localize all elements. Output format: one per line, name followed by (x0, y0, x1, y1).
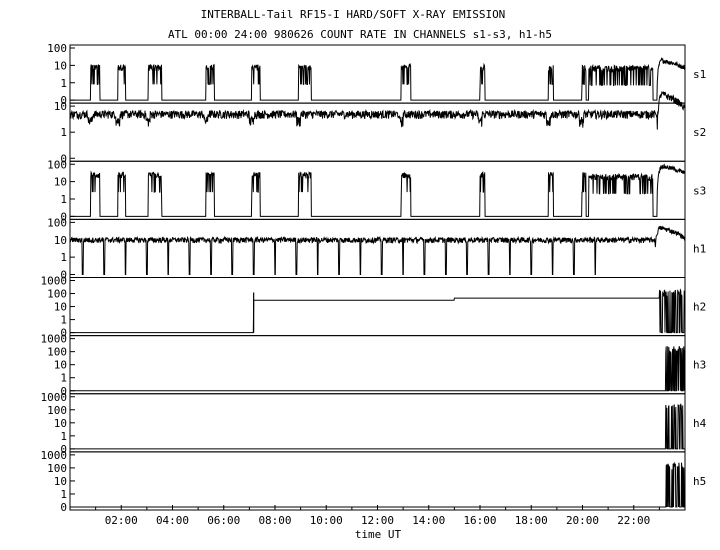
y-tick-label: 1 (60, 372, 67, 385)
series-h1 (69, 225, 686, 275)
y-tick-label: 0 (60, 501, 67, 514)
y-tick-label: 100 (47, 346, 67, 359)
y-tick-label: 10 (54, 59, 67, 72)
y-tick-label: 100 (47, 216, 67, 229)
x-tick-label: 18:00 (515, 514, 548, 527)
series-h4 (70, 403, 685, 450)
y-tick-label: 0 (60, 269, 67, 282)
y-tick-label: 10 (54, 176, 67, 189)
y-tick-label: 1 (60, 488, 67, 501)
series-h3 (70, 346, 686, 392)
panel-s1: 0 1 10 100 s1 (47, 42, 706, 107)
y-tick-label: 0 (60, 385, 67, 398)
x-axis-ticks: 02:00 04:00 06:00 08:00 10:00 12:00 14:00 16:00… (95, 505, 660, 527)
y-tick-label: 0 (60, 210, 67, 223)
y-tick-label: 1 (60, 193, 67, 206)
panel-frame (69, 451, 686, 511)
y-tick-label: 10 (54, 100, 67, 113)
series-h2 (70, 288, 686, 334)
x-tick-label: 06:00 (207, 514, 240, 527)
y-tick-label: 1000 (41, 333, 68, 346)
panel-s2: 0 1 10 s2 (54, 91, 706, 165)
y-tick-label: 1 (60, 314, 67, 327)
y-tick-label: 10 (54, 359, 67, 372)
y-tick-label: 1 (60, 77, 67, 90)
series-s1 (70, 56, 686, 101)
panel-stack: 0110100s10110s20110100s30110100h10110100… (41, 42, 707, 514)
channel-label-h5: h5 (693, 475, 706, 488)
y-tick-label: 100 (47, 288, 67, 301)
panel-frame (69, 218, 686, 278)
y-tick-label: 0 (60, 152, 67, 165)
x-tick-label: 12:00 (361, 514, 394, 527)
series-h5 (70, 461, 685, 508)
channel-label-h2: h2 (693, 301, 706, 314)
channel-label-s1: s1 (693, 68, 706, 81)
panel-frame (69, 277, 686, 337)
panel-h1: 0 1 10 100 h1 (47, 216, 706, 281)
y-tick-label: 10 (54, 234, 67, 247)
x-tick-label: 10:00 (310, 514, 343, 527)
x-axis-label: time UT (355, 528, 402, 541)
y-tick-label: 1 (60, 126, 67, 139)
x-tick-label: 14:00 (412, 514, 445, 527)
channel-label-s3: s3 (693, 184, 706, 197)
y-tick-label: 1000 (41, 449, 68, 462)
y-tick-label: 1 (60, 430, 67, 443)
y-tick-label: 10 (54, 301, 67, 314)
y-tick-label: 0 (60, 443, 67, 456)
x-tick-label: 22:00 (617, 514, 650, 527)
panel-s3: 0 1 10 100 s3 (47, 158, 706, 223)
series-s2 (69, 91, 686, 130)
y-tick-label: 100 (47, 158, 67, 171)
channel-label-s2: s2 (693, 126, 706, 139)
y-tick-label: 1000 (41, 391, 68, 404)
y-tick-label: 100 (47, 42, 67, 55)
chart-title: INTERBALL-Tail RF15-I HARD/SOFT X-RAY EM… (201, 8, 506, 21)
y-tick-label: 1 (60, 251, 67, 264)
channel-label-h1: h1 (693, 242, 706, 255)
panel-frame (69, 393, 686, 453)
x-tick-label: 04:00 (156, 514, 189, 527)
x-tick-label: 08:00 (258, 514, 291, 527)
y-tick-label: 10 (54, 417, 67, 430)
y-tick-label: 100 (47, 462, 67, 475)
panel-frame (69, 335, 686, 395)
y-tick-label: 10 (54, 475, 67, 488)
x-tick-label: 16:00 (463, 514, 496, 527)
x-tick-label: 20:00 (566, 514, 599, 527)
y-tick-label: 0 (60, 94, 67, 107)
x-tick-label: 02:00 (105, 514, 138, 527)
y-tick-label: 100 (47, 404, 67, 417)
series-s3 (70, 163, 686, 217)
channel-label-h3: h3 (693, 359, 706, 372)
y-tick-label: 0 (60, 327, 67, 340)
channel-label-h4: h4 (693, 417, 707, 430)
y-tick-label: 1000 (41, 275, 68, 288)
chart-subtitle: ATL 00:00 24:00 980626 COUNT RATE IN CHA… (168, 28, 552, 41)
